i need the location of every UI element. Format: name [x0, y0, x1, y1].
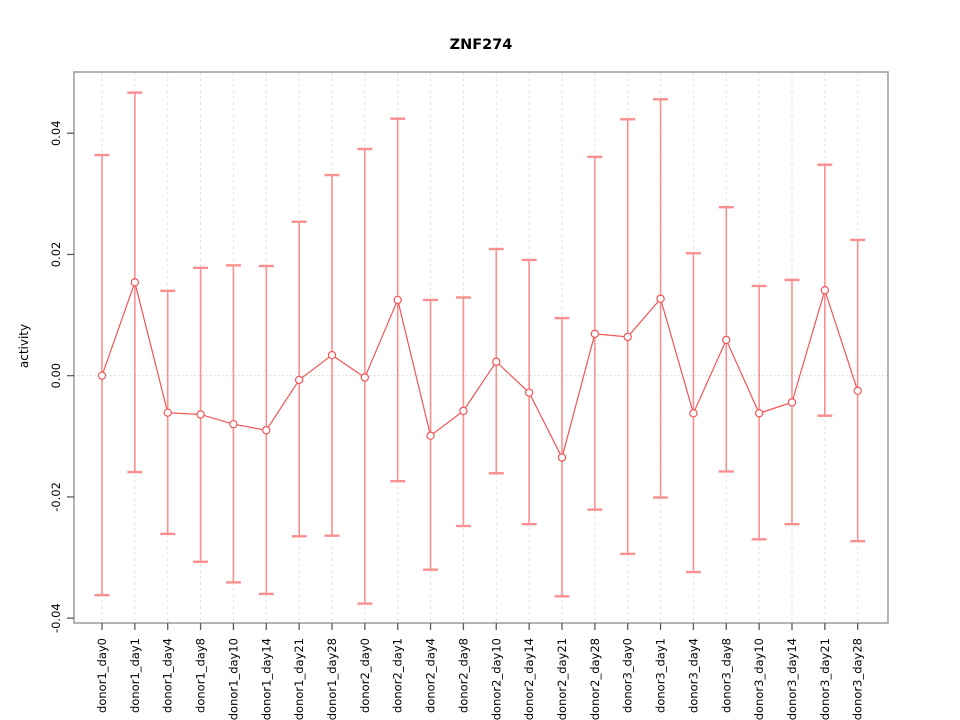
svg-text:donor1_day1: donor1_day1 — [128, 638, 142, 713]
svg-text:donor1_day0: donor1_day0 — [95, 638, 109, 713]
svg-text:donor2_day28: donor2_day28 — [588, 638, 602, 720]
svg-text:donor2_day10: donor2_day10 — [489, 638, 503, 720]
svg-text:donor2_day8: donor2_day8 — [456, 638, 470, 713]
svg-text:donor1_day21: donor1_day21 — [292, 638, 306, 720]
svg-text:donor2_day21: donor2_day21 — [555, 638, 569, 720]
svg-text:donor1_day4: donor1_day4 — [161, 638, 175, 713]
error-bars — [94, 91, 866, 605]
svg-text:donor2_day4: donor2_day4 — [424, 638, 438, 713]
svg-text:donor3_day28: donor3_day28 — [851, 638, 865, 720]
svg-text:donor2_day0: donor2_day0 — [358, 638, 372, 713]
svg-text:donor3_day1: donor3_day1 — [654, 638, 668, 713]
svg-text:donor3_day8: donor3_day8 — [719, 638, 733, 713]
svg-text:donor1_day28: donor1_day28 — [325, 638, 339, 720]
x-gridlines — [101, 72, 859, 623]
svg-text:0.02: 0.02 — [49, 242, 63, 268]
svg-text:donor3_day21: donor3_day21 — [818, 638, 832, 720]
y-axis: -0.04 -0.02 0.00 0.02 0.04 — [49, 120, 74, 633]
svg-text:donor3_day4: donor3_day4 — [686, 638, 700, 713]
chart-title: ZNF274 — [449, 37, 513, 53]
svg-text:donor3_day14: donor3_day14 — [785, 638, 799, 720]
svg-text:0.00: 0.00 — [49, 363, 63, 389]
svg-text:donor2_day14: donor2_day14 — [522, 638, 536, 720]
svg-text:-0.02: -0.02 — [49, 482, 63, 512]
svg-text:donor3_day10: donor3_day10 — [752, 638, 766, 720]
svg-text:donor1_day10: donor1_day10 — [226, 638, 240, 720]
plot-border — [73, 71, 889, 624]
svg-text:0.04: 0.04 — [49, 120, 63, 146]
series-line — [101, 280, 859, 460]
svg-text:donor2_day1: donor2_day1 — [391, 638, 405, 713]
svg-text:donor1_day8: donor1_day8 — [194, 638, 208, 713]
svg-text:donor3_day0: donor3_day0 — [621, 638, 635, 713]
data-points — [97, 278, 862, 462]
svg-text:-0.04: -0.04 — [49, 603, 63, 633]
svg-text:donor1_day14: donor1_day14 — [259, 638, 273, 720]
x-axis: donor1_day0 donor1_day1 donor1_day4 donor1_… — [95, 623, 865, 720]
